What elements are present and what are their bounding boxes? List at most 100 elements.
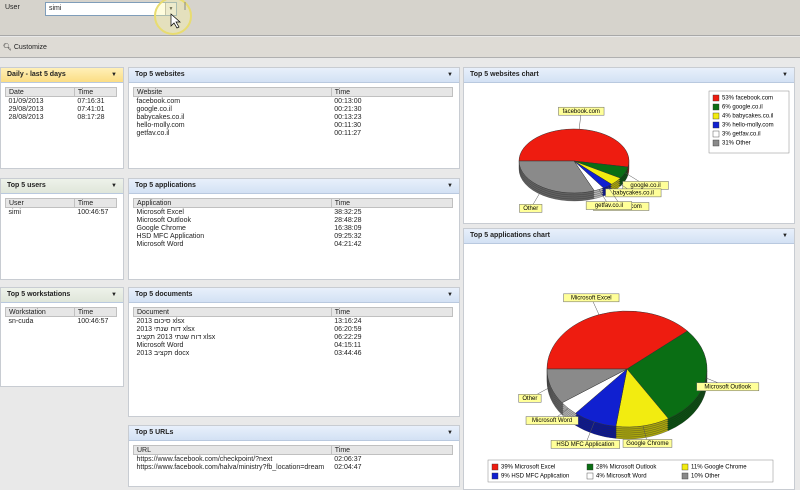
table-row: Google Chrome 16:38:09 — [134, 224, 453, 232]
callout-box — [518, 394, 542, 403]
header-row: Application Time — [133, 198, 454, 208]
customize-button[interactable]: 🔍︎ Customize — [3, 44, 47, 51]
pie-slice — [518, 128, 630, 168]
legend-swatch — [681, 463, 689, 471]
table-cell: Microsoft Excel — [136, 208, 184, 216]
callout-box — [563, 293, 620, 303]
table-row: דוח שנתי 2013 xlsx 06:20:59 — [134, 325, 453, 333]
panel-menu[interactable]: ▼ — [782, 72, 788, 78]
table-cell: 09:25:32 — [334, 232, 362, 240]
column-header: Time — [330, 87, 454, 97]
panel: Top 5 websites ▼ Website Time facebook.com 00… — [128, 67, 460, 169]
column-header: Workstation — [5, 307, 75, 317]
legend-swatch — [681, 472, 689, 480]
callout-box — [605, 188, 662, 198]
table-row: תקציב 2013 docx 03:44:46 — [134, 349, 453, 357]
header-row: Date Time — [5, 87, 118, 97]
callout-box — [696, 382, 760, 392]
legend-swatch — [586, 463, 594, 471]
customize-text: Customize — [13, 44, 47, 51]
panel-menu[interactable]: ▼ — [447, 292, 453, 298]
panel-header: Top 5 URLs ▼ — [129, 426, 459, 441]
panel-title: Top 5 applications — [135, 182, 196, 189]
user-select[interactable]: simi ▼ — [45, 2, 177, 16]
table-cell: 02:04:47 — [334, 463, 362, 471]
pie-slice — [546, 368, 628, 404]
callout-label: Microsoft Excel — [571, 295, 612, 301]
column-header: Date — [5, 87, 75, 97]
data-table: User Time simi 100:46:57 — [5, 198, 118, 217]
table-cell: hello-molly.com — [136, 121, 185, 129]
table-row: Microsoft Word 04:15:11 — [134, 341, 453, 349]
table-row: Microsoft Outlook 28:48:28 — [134, 216, 453, 224]
table-row: 01/09/2013 07:16:31 — [6, 97, 117, 106]
table-row: sn-cuda 100:46:57 — [6, 317, 117, 326]
table-cell: google.co.il — [136, 105, 172, 113]
callout-box — [558, 106, 605, 116]
table-row: https://www.facebook.com/checkpoint/?nex… — [134, 455, 453, 464]
data-table: Application Time Microsoft Excel 38:32:25 Mi… — [133, 198, 454, 248]
legend-label: 3% hello-molly.com — [722, 123, 774, 129]
table-cell: 04:15:11 — [334, 341, 361, 349]
panel-title: Top 5 websites chart — [470, 71, 539, 78]
callout-box — [519, 204, 543, 213]
legend-swatch — [712, 139, 720, 147]
legend-label: 28% Microsoft Outlook — [596, 465, 657, 471]
callout-box — [585, 201, 633, 210]
panel-menu[interactable]: ▼ — [111, 183, 117, 189]
panel-menu[interactable]: ▼ — [111, 72, 117, 78]
table-cell: 38:32:25 — [334, 208, 362, 216]
table-cell: Google Chrome — [136, 224, 186, 232]
panel-header: Top 5 websites ▼ — [129, 68, 459, 83]
header-row: User Time — [5, 198, 118, 208]
table-cell: 04:21:42 — [334, 240, 362, 248]
panel-menu[interactable]: ▼ — [447, 183, 453, 189]
legend-label: 9% HSD MFC Application — [501, 474, 569, 480]
legend-label: 11% Google Chrome — [691, 465, 747, 471]
table-row: HSD MFC Application 09:25:32 — [134, 232, 453, 240]
table-cell: 28/08/2013 — [8, 113, 44, 121]
table-row: simi 100:46:57 — [6, 208, 117, 217]
table-cell: 16:38:09 — [334, 224, 362, 232]
panel-menu[interactable]: ▼ — [782, 233, 788, 239]
table-row: getfav.co.il 00:11:27 — [134, 129, 453, 137]
callout-label: facebook.com — [563, 109, 600, 115]
legend-swatch — [712, 121, 720, 129]
table-row: https://www.facebook.com/halva/ministry?… — [134, 463, 453, 471]
panel-header: Daily - last 5 days ▼ — [1, 68, 123, 83]
panel-header: Top 5 applications chart ▼ — [464, 229, 794, 244]
legend-swatch — [712, 94, 720, 102]
callout-box — [550, 440, 621, 449]
panel: Top 5 applications ▼ Application Time Micros… — [128, 178, 460, 280]
panel-menu[interactable]: ▼ — [447, 72, 453, 78]
table-cell: simi — [8, 208, 21, 216]
panel-menu[interactable]: ▼ — [447, 430, 453, 436]
column-header: Time — [330, 445, 454, 455]
table-cell: 28:48:28 — [334, 216, 362, 224]
chart-panel: Top 5 websites chart ▼ facebook.com google.… — [463, 67, 795, 224]
table-cell: sn-cuda — [8, 317, 34, 325]
data-table: Website Time facebook.com 00:13:00 google.co… — [133, 87, 454, 137]
table-cell: 03:44:46 — [334, 349, 362, 357]
callout-label: Microsoft Outlook — [704, 384, 752, 390]
panel-menu[interactable]: ▼ — [111, 292, 117, 298]
legend-label: 39% Microsoft Excel — [501, 465, 555, 471]
table-cell: HSD MFC Application — [136, 232, 205, 240]
dropdown-button[interactable]: ▼ — [165, 3, 176, 15]
user-label: User — [5, 4, 20, 11]
table-row: google.co.il 00:21:30 — [134, 105, 453, 113]
table-cell: 01/09/2013 — [8, 97, 44, 105]
table-cell: 08:17:28 — [77, 113, 105, 121]
panel-title: Top 5 websites — [135, 71, 185, 78]
column-header: Time — [330, 307, 454, 317]
legend-swatch — [712, 130, 720, 138]
chart-panel: Top 5 applications chart ▼ Microsoft Excel… — [463, 228, 795, 490]
panel-header: Top 5 websites chart ▼ — [464, 68, 794, 83]
pie-chart: facebook.comgoogle.co.ilbabycakes.co.ilh… — [518, 90, 790, 213]
cursor-highlight — [154, 0, 192, 35]
table-cell: תקציב 2013 docx — [136, 349, 190, 357]
callout-box — [622, 439, 673, 448]
table-cell: 00:13:00 — [334, 97, 362, 105]
table-cell: getfav.co.il — [136, 129, 170, 137]
